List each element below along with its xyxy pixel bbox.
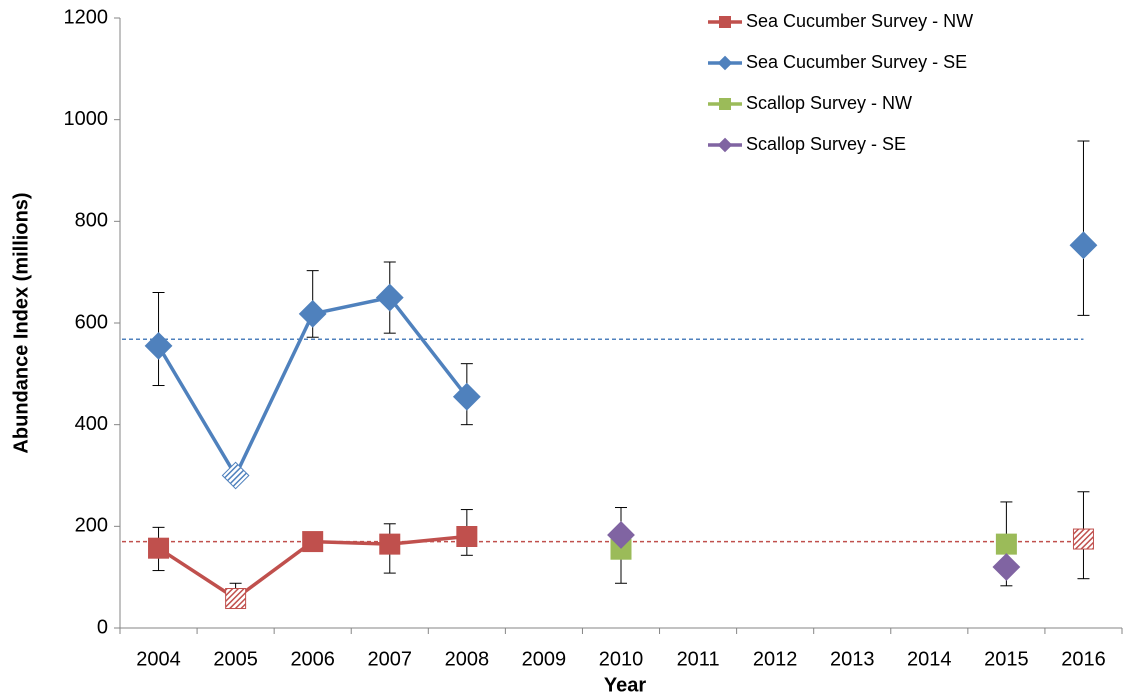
x-tick-label: 2013	[830, 648, 875, 670]
legend-label: Scallop Survey - NW	[746, 93, 912, 113]
y-tick-label: 1200	[64, 6, 109, 28]
x-tick-label: 2008	[445, 648, 490, 670]
marker	[1072, 528, 1094, 550]
y-tick-label: 200	[75, 515, 108, 537]
marker	[221, 461, 250, 490]
legend-label: Sea Cucumber Survey - SE	[746, 52, 967, 72]
x-tick-label: 2011	[677, 648, 720, 670]
marker	[717, 137, 733, 153]
marker	[719, 16, 731, 28]
x-tick-label: 2016	[1061, 648, 1106, 670]
marker	[375, 283, 404, 312]
marker	[456, 526, 478, 547]
y-tick-label: 0	[97, 616, 108, 638]
y-tick-label: 400	[75, 413, 108, 435]
marker	[992, 553, 1021, 581]
marker	[719, 98, 731, 110]
marker	[717, 55, 733, 71]
x-axis-title: Year	[604, 674, 646, 696]
y-tick-label: 1000	[64, 108, 109, 130]
x-tick-label: 2015	[984, 648, 1029, 670]
x-tick-label: 2012	[753, 648, 798, 670]
marker	[995, 533, 1017, 555]
x-tick-label: 2009	[522, 648, 567, 670]
marker	[1069, 231, 1098, 260]
marker	[144, 331, 173, 360]
x-tick-label: 2007	[368, 648, 413, 670]
marker	[379, 533, 401, 555]
marker	[225, 588, 247, 610]
marker	[298, 299, 327, 328]
x-tick-label: 2014	[907, 648, 952, 670]
marker	[148, 537, 170, 559]
series-line	[159, 245, 1084, 475]
marker	[607, 521, 635, 549]
y-tick-label: 800	[75, 210, 108, 232]
x-tick-label: 2006	[290, 648, 335, 670]
y-tick-label: 600	[75, 311, 108, 333]
x-tick-label: 2004	[136, 648, 181, 670]
legend-label: Scallop Survey - SE	[746, 134, 906, 154]
y-axis-title: Abundance Index (millions)	[10, 192, 32, 453]
marker	[452, 382, 481, 411]
x-tick-label: 2010	[599, 648, 644, 670]
error-bar	[1077, 140, 1090, 316]
legend-label: Sea Cucumber Survey - NW	[746, 11, 973, 31]
x-tick-label: 2005	[213, 648, 258, 670]
marker	[302, 531, 324, 553]
